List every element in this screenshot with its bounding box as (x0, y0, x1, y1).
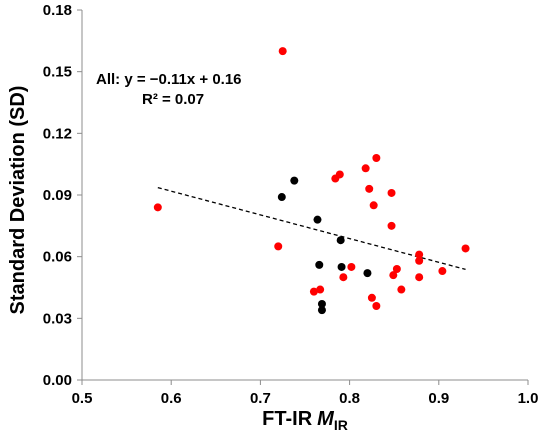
y-tick-label: 0.12 (43, 125, 72, 142)
x-tick-label: 0.6 (161, 390, 182, 407)
x-tick-label: 0.5 (72, 390, 93, 407)
y-tick-label: 0.18 (43, 2, 72, 19)
data-point-black (336, 236, 345, 245)
y-axis-title: Standard Deviation (SD) (7, 86, 29, 315)
data-point-red (309, 287, 318, 296)
data-point-red (461, 244, 470, 253)
data-point-black (277, 193, 286, 202)
x-ticks: 0.5 0.6 0.7 0.8 0.9 1.0 (72, 380, 539, 407)
data-point-red (278, 47, 287, 56)
data-point-red (372, 302, 381, 310)
y-tick-label: 0.03 (43, 310, 72, 327)
data-point-red (397, 285, 406, 294)
y-tick-label: 0.09 (43, 187, 72, 204)
x-tick-label: 0.8 (339, 390, 360, 407)
y-tick-label: 0.06 (43, 249, 72, 266)
data-point-black (363, 269, 372, 278)
data-point-red (365, 184, 374, 193)
data-point-red (367, 293, 376, 302)
data-point-red (415, 256, 424, 265)
x-axis-title-text: FT-IR (262, 408, 313, 430)
y-ticks: 0.00 0.03 0.06 0.09 0.12 0.15 0.18 (43, 2, 82, 389)
data-point-red (372, 154, 381, 162)
regression-equation: All: y = −0.11x + 0.16 (96, 71, 242, 88)
r-squared-label: R² = 0.07 (142, 91, 204, 108)
data-point-red (361, 164, 370, 173)
data-point-red (387, 188, 396, 197)
data-point-red (316, 285, 325, 294)
y-tick-label: 0.00 (43, 372, 72, 389)
data-point-red (274, 242, 283, 251)
y-tick-label: 0.15 (43, 64, 72, 81)
x-tick-label: 0.9 (428, 390, 449, 407)
x-tick-label: 1.0 (518, 390, 539, 407)
plot-area (82, 10, 528, 380)
x-tick-label: 0.7 (250, 390, 271, 407)
data-point-red (415, 250, 424, 259)
data-point-black (317, 299, 326, 308)
data-point-red (339, 273, 348, 282)
data-point-black (337, 262, 346, 271)
points-layer (153, 47, 470, 315)
data-point-red (415, 273, 424, 282)
data-point-red (392, 265, 401, 273)
data-point-red (389, 271, 398, 280)
data-point-red (335, 170, 344, 179)
data-point-red (347, 262, 356, 271)
data-point-black (317, 306, 326, 315)
data-point-black (290, 176, 299, 185)
data-point-black (315, 260, 324, 269)
data-point-black (313, 215, 322, 224)
data-point-red (438, 267, 447, 276)
data-point-red (387, 221, 396, 230)
data-point-red (369, 201, 378, 210)
x-axis-title-symbol: M (317, 408, 335, 430)
data-point-red (153, 203, 162, 212)
x-axis-title-subscript: IR (334, 417, 348, 433)
x-axis-title: FT-IR MIR (262, 408, 348, 433)
